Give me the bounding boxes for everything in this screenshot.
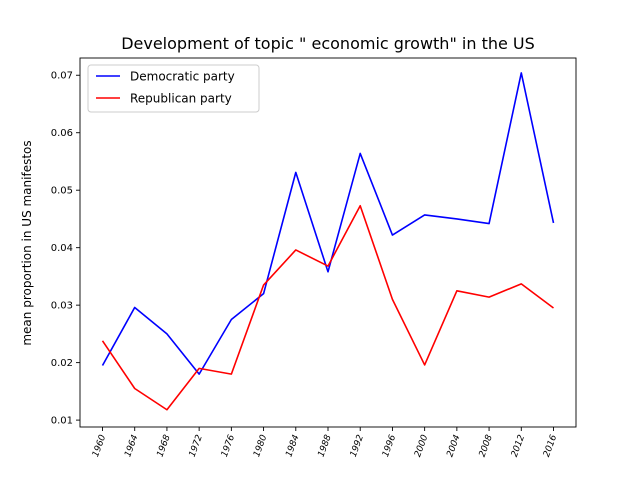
legend-label-republican: Republican party: [130, 92, 232, 106]
plot-area: [101, 72, 555, 411]
y-tick-label: 0.03: [51, 301, 73, 312]
chart-title: Development of topic " economic growth" …: [121, 34, 535, 53]
series-line-democratic: [101, 72, 555, 375]
y-axis-label: mean proportion in US manifestos: [20, 140, 34, 345]
y-tick-label: 0.07: [51, 71, 73, 82]
legend: Democratic party Republican party: [87, 64, 260, 113]
y-tick-label: 0.04: [51, 243, 73, 254]
legend-label-democratic: Democratic party: [130, 70, 235, 84]
y-tick-label: 0.01: [51, 416, 73, 427]
y-tick-label: 0.05: [51, 186, 73, 197]
legend-box: [87, 64, 260, 113]
y-tick-label: 0.06: [51, 128, 73, 139]
series-line-republican: [101, 204, 554, 411]
y-tick-label: 0.02: [51, 358, 73, 369]
